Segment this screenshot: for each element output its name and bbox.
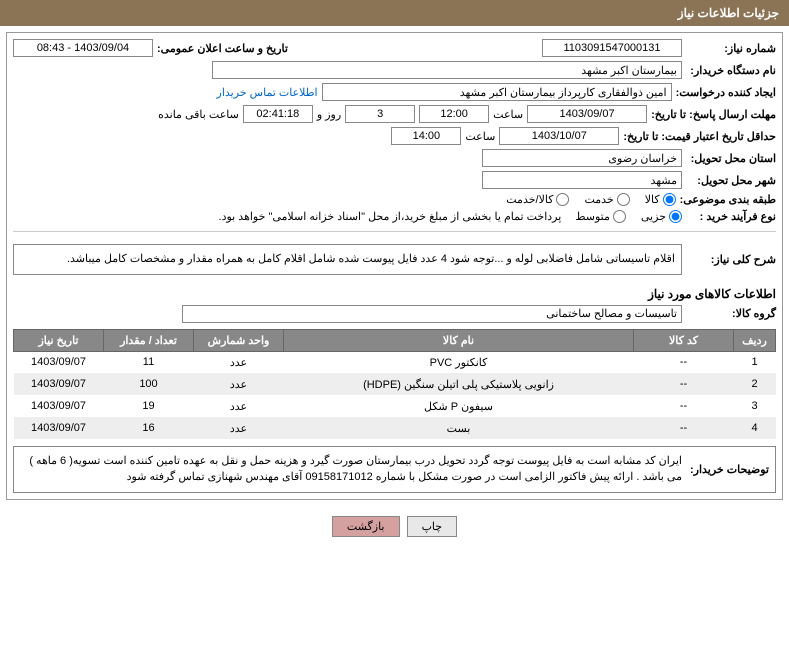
remaining-days-input [345, 105, 415, 123]
table-row: 4--بستعدد161403/09/07 [14, 417, 776, 439]
button-row: چاپ بازگشت [0, 506, 789, 547]
time-label-2: ساعت [465, 130, 495, 143]
overview-label: شرح کلی نیاز: [686, 253, 776, 266]
items-section-title: اطلاعات کالاهای مورد نیاز [13, 287, 776, 301]
deadline-date-input[interactable] [527, 105, 647, 123]
purchase-type-group: جزیی متوسط [575, 210, 682, 223]
validity-time-input[interactable] [391, 127, 461, 145]
table-cell-idx: 1 [734, 351, 776, 373]
table-cell-unit: عدد [194, 417, 284, 439]
table-cell-idx: 4 [734, 417, 776, 439]
table-cell-name: بست [284, 417, 634, 439]
th-code: کد کالا [634, 329, 734, 351]
buyer-notes-text: ایران کد مشابه است به فایل پیوست توجه گر… [20, 453, 682, 486]
need-no-input[interactable] [542, 39, 682, 57]
province-input[interactable] [482, 149, 682, 167]
remaining-days-label: روز و [317, 108, 341, 121]
deadline-time-input[interactable] [419, 105, 489, 123]
table-cell-unit: عدد [194, 373, 284, 395]
table-cell-qty: 100 [104, 373, 194, 395]
validity-date-input[interactable] [499, 127, 619, 145]
print-button[interactable]: چاپ [407, 516, 458, 537]
back-button[interactable]: بازگشت [332, 516, 400, 537]
city-input[interactable] [482, 171, 682, 189]
category-label: طبقه بندی موضوعی: [680, 193, 776, 206]
buyer-notes-label: توضیحات خریدار: [690, 463, 769, 476]
province-label: استان محل تحویل: [686, 152, 776, 165]
table-cell-name: کانکتور PVC [284, 351, 634, 373]
table-cell-unit: عدد [194, 395, 284, 417]
group-input[interactable] [182, 305, 682, 323]
table-row: 3--سیفون P شکلعدد191403/09/07 [14, 395, 776, 417]
table-cell-qty: 16 [104, 417, 194, 439]
pt-medium-option[interactable]: متوسط [575, 210, 626, 223]
purchase-note: پرداخت تمام یا بخشی از مبلغ خرید،از محل … [219, 210, 562, 223]
validity-label: حداقل تاریخ اعتبار قیمت: تا تاریخ: [623, 130, 776, 143]
table-cell-unit: عدد [194, 351, 284, 373]
table-cell-qty: 19 [104, 395, 194, 417]
table-cell-date: 1403/09/07 [14, 395, 104, 417]
cat-goods-label: کالا [645, 193, 660, 206]
cat-service-label: خدمت [584, 193, 613, 206]
pt-minor-option[interactable]: جزیی [641, 210, 682, 223]
cat-goods-option[interactable]: کالا [645, 193, 676, 206]
table-row: 2--زانویی پلاستیکی پلی اتیلن سنگین (HDPE… [14, 373, 776, 395]
table-cell-name: زانویی پلاستیکی پلی اتیلن سنگین (HDPE) [284, 373, 634, 395]
th-row: ردیف [734, 329, 776, 351]
pt-minor-label: جزیی [641, 210, 666, 223]
table-cell-code: -- [634, 417, 734, 439]
table-cell-name: سیفون P شکل [284, 395, 634, 417]
th-unit: واحد شمارش [194, 329, 284, 351]
table-cell-date: 1403/09/07 [14, 351, 104, 373]
cat-both-option[interactable]: کالا/خدمت [506, 193, 569, 206]
deadline-label: مهلت ارسال پاسخ: تا تاریخ: [651, 108, 776, 121]
remaining-suffix: ساعت باقی مانده [158, 108, 239, 121]
table-cell-code: -- [634, 373, 734, 395]
group-label: گروه کالا: [686, 307, 776, 320]
purchase-type-label: نوع فرآیند خرید : [686, 210, 776, 223]
page-title: جزئیات اطلاعات نیاز [0, 0, 789, 26]
table-cell-code: -- [634, 395, 734, 417]
table-cell-date: 1403/09/07 [14, 373, 104, 395]
table-cell-idx: 2 [734, 373, 776, 395]
requester-input[interactable] [322, 83, 672, 101]
contact-buyer-link[interactable]: اطلاعات تماس خریدار [217, 86, 318, 99]
table-row: 1--کانکتور PVCعدد111403/09/07 [14, 351, 776, 373]
pt-medium-label: متوسط [575, 210, 610, 223]
th-name: نام کالا [284, 329, 634, 351]
table-cell-qty: 11 [104, 351, 194, 373]
cat-both-radio[interactable] [556, 193, 569, 206]
remaining-time-input [243, 105, 313, 123]
table-cell-date: 1403/09/07 [14, 417, 104, 439]
buyer-org-label: نام دستگاه خریدار: [686, 64, 776, 77]
pt-minor-radio[interactable] [669, 210, 682, 223]
pt-medium-radio[interactable] [613, 210, 626, 223]
main-panel: شماره نیاز: تاریخ و ساعت اعلان عمومی: نا… [6, 32, 783, 500]
th-date: تاریخ نیاز [14, 329, 104, 351]
cat-goods-radio[interactable] [663, 193, 676, 206]
buyer-org-input[interactable] [212, 61, 682, 79]
time-label-1: ساعت [493, 108, 523, 121]
overview-text: اقلام تاسیساتی شامل فاضلابی لوله و ...تو… [13, 244, 682, 275]
requester-label: ایجاد کننده درخواست: [676, 86, 776, 99]
category-radio-group: کالا خدمت کالا/خدمت [506, 193, 675, 206]
buyer-notes-box: توضیحات خریدار: ایران کد مشابه است به فا… [13, 446, 776, 493]
table-cell-code: -- [634, 351, 734, 373]
need-no-label: شماره نیاز: [686, 42, 776, 55]
th-qty: تعداد / مقدار [104, 329, 194, 351]
cat-both-label: کالا/خدمت [506, 193, 553, 206]
city-label: شهر محل تحویل: [686, 174, 776, 187]
cat-service-radio[interactable] [617, 193, 630, 206]
cat-service-option[interactable]: خدمت [584, 193, 629, 206]
announce-input[interactable] [13, 39, 153, 57]
table-cell-idx: 3 [734, 395, 776, 417]
items-table: ردیف کد کالا نام کالا واحد شمارش تعداد /… [13, 329, 776, 440]
announce-label: تاریخ و ساعت اعلان عمومی: [157, 42, 288, 55]
